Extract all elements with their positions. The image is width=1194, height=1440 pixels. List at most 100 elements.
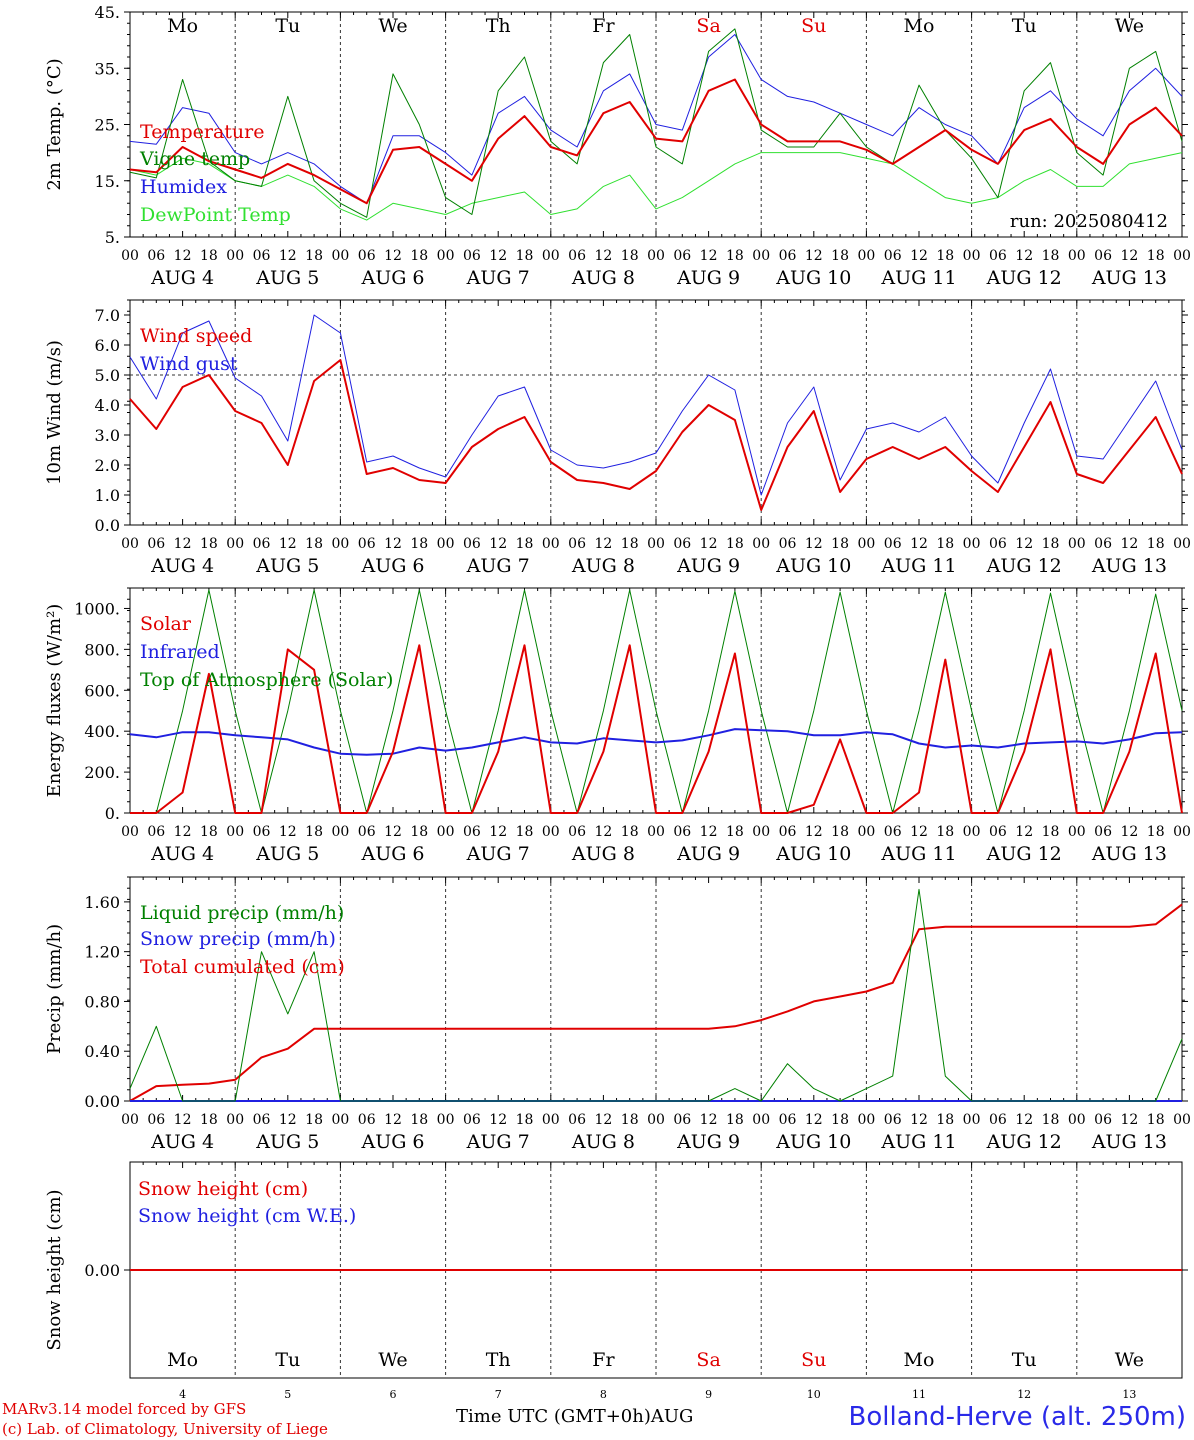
day-number-label: 11	[912, 1388, 926, 1401]
hour-label: 12	[805, 824, 823, 840]
day-number-label: 9	[705, 1388, 712, 1401]
hour-label: 12	[489, 536, 507, 552]
hour-label: 00	[1068, 1112, 1086, 1128]
lab-credit: (c) Lab. of Climatology, University of L…	[2, 1420, 328, 1438]
legend-label: Snow precip (mm/h)	[140, 928, 336, 950]
y-tick-label: 7.0	[95, 306, 120, 325]
hour-label: 06	[568, 1112, 586, 1128]
date-label: AUG 7	[466, 267, 530, 289]
hour-label: 12	[594, 248, 612, 264]
hour-label: 00	[963, 248, 981, 264]
hour-label: 12	[594, 536, 612, 552]
hour-label: 06	[358, 824, 376, 840]
hour-label: 18	[200, 1112, 218, 1128]
hour-label: 18	[1042, 1112, 1060, 1128]
hour-label: 06	[463, 1112, 481, 1128]
day-number-label: 5	[284, 1388, 291, 1401]
y-tick-label: 0.	[105, 804, 120, 823]
hour-label: 12	[594, 1112, 612, 1128]
series-line-dewpoint-temp	[129, 152, 1183, 221]
weekday-label: Th	[486, 15, 511, 37]
hour-label: 00	[331, 824, 349, 840]
y-tick-label: 1000.	[74, 599, 120, 618]
y-tick-label: 1.20	[84, 943, 120, 962]
hour-label: 18	[1042, 824, 1060, 840]
legend-label: Infrared	[140, 641, 220, 663]
hour-label: 12	[910, 536, 928, 552]
y-tick-label: 0.00	[84, 1092, 120, 1111]
hour-label: 00	[121, 1112, 139, 1128]
date-label: AUG 12	[986, 555, 1062, 577]
hour-label: 12	[1015, 824, 1033, 840]
hour-label: 06	[568, 536, 586, 552]
hour-label: 12	[489, 248, 507, 264]
plot-frame	[129, 587, 1183, 814]
hour-label: 18	[305, 536, 323, 552]
hour-label: 12	[594, 824, 612, 840]
date-label: AUG 9	[676, 1131, 740, 1153]
weekday-label: Tu	[1012, 1349, 1037, 1371]
hour-label: 12	[805, 248, 823, 264]
hour-label: 12	[384, 248, 402, 264]
hour-label: 06	[358, 1112, 376, 1128]
hour-label: 12	[700, 536, 718, 552]
series-line-temperature	[129, 78, 1183, 205]
hour-label: 12	[174, 536, 192, 552]
hour-label: 18	[410, 824, 428, 840]
panel-wind: 7.0 6.0 5.0 4.0 3.0 2.0 1.0 0.0 10m Wind (m/s) Wi…	[44, 299, 1191, 577]
hour-label: 06	[147, 536, 165, 552]
legend-label: Wind speed	[140, 325, 252, 347]
hour-label: 06	[1094, 824, 1112, 840]
hour-label: 00	[1068, 536, 1086, 552]
date-label: AUG 6	[360, 267, 424, 289]
hour-label: 00	[121, 248, 139, 264]
y-tick-label: 6.0	[95, 336, 120, 355]
hour-label: 12	[1015, 1112, 1033, 1128]
hour-label: 00	[857, 248, 875, 264]
hour-label: 00	[857, 536, 875, 552]
hour-label: 18	[410, 536, 428, 552]
hour-label: 18	[305, 1112, 323, 1128]
hour-label: 12	[1120, 824, 1138, 840]
hour-label: 06	[1094, 1112, 1112, 1128]
date-label: AUG 13	[1091, 555, 1167, 577]
y-tick-label: 400.	[84, 722, 120, 741]
run-label: run: 2025080412	[1010, 211, 1168, 232]
hour-label: 12	[279, 824, 297, 840]
hour-label: 12	[700, 1112, 718, 1128]
legend-label: Total cumulated (cm)	[140, 956, 345, 978]
hour-label: 12	[489, 1112, 507, 1128]
day-number-label: 8	[600, 1388, 607, 1401]
hour-label: 18	[831, 248, 849, 264]
hour-label: 00	[647, 824, 665, 840]
legend-label: Humidex	[140, 176, 227, 198]
weekday-label: Th	[486, 1349, 511, 1371]
date-label: AUG 5	[255, 843, 319, 865]
y-tick-label: 3.0	[95, 426, 120, 445]
time-axis-title: Time UTC (GMT+0h)AUG	[456, 1406, 694, 1427]
y-tick-label: 0.00	[84, 1261, 120, 1280]
hour-label: 18	[936, 248, 954, 264]
hour-label: 12	[910, 1112, 928, 1128]
date-label: AUG 8	[571, 267, 635, 289]
hour-label: 06	[673, 536, 691, 552]
hour-label: 18	[305, 248, 323, 264]
hour-label: 06	[673, 1112, 691, 1128]
hour-label: 06	[358, 536, 376, 552]
hour-label: 00	[857, 1112, 875, 1128]
hour-label: 12	[174, 248, 192, 264]
y-tick-label: 0.0	[95, 516, 120, 535]
hour-label: 06	[779, 536, 797, 552]
date-label: AUG 5	[255, 555, 319, 577]
hour-label: 00	[226, 248, 244, 264]
weekday-label: Fr	[592, 15, 615, 37]
y-tick-label: 0.80	[84, 992, 120, 1011]
y-tick-label: 0.40	[84, 1042, 120, 1061]
hour-label: 00	[437, 824, 455, 840]
weekday-label: We	[378, 15, 407, 37]
hour-label: 18	[410, 248, 428, 264]
hour-label: 06	[358, 248, 376, 264]
date-label: AUG 9	[676, 267, 740, 289]
y-tick-label: 5.0	[95, 366, 120, 385]
hour-label: 12	[174, 1112, 192, 1128]
